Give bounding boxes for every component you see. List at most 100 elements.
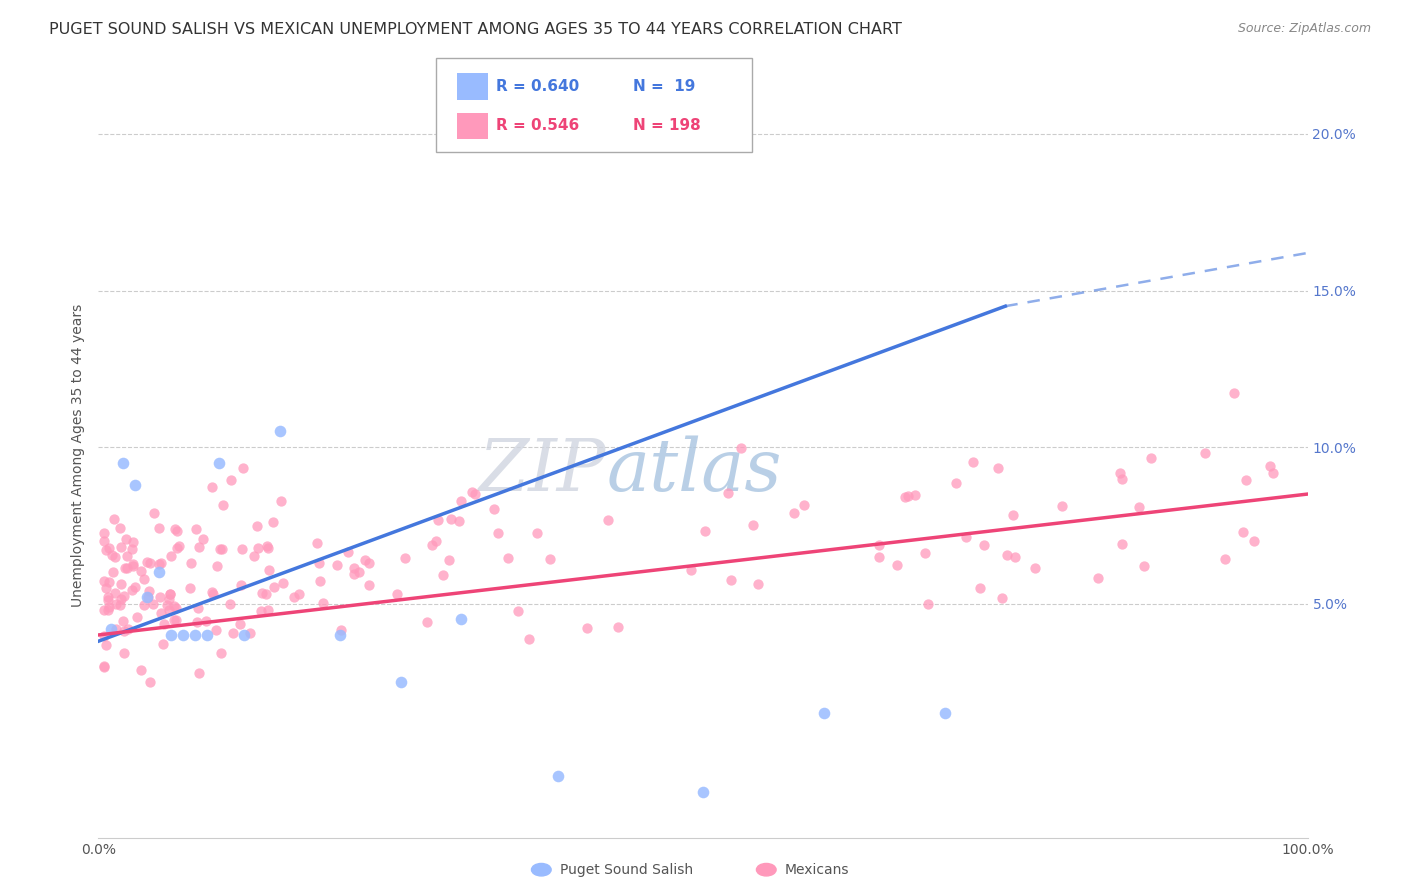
- Point: [257, 541, 280, 555]
- Text: N = 198: N = 198: [633, 119, 700, 134]
- Point: [263, 580, 285, 594]
- Point: [134, 598, 156, 612]
- Point: [337, 544, 360, 558]
- Point: [1111, 537, 1133, 551]
- Point: [868, 538, 890, 552]
- Text: PUGET SOUND SALISH VS MEXICAN UNEMPLOYMENT AMONG AGES 35 TO 44 YEARS CORRELATION: PUGET SOUND SALISH VS MEXICAN UNEMPLOYME…: [49, 22, 903, 37]
- Point: [156, 598, 179, 612]
- Point: [110, 576, 132, 591]
- Point: [257, 562, 280, 576]
- Point: [914, 546, 936, 560]
- Point: [200, 480, 222, 494]
- Point: [969, 581, 991, 595]
- Point: [246, 519, 269, 533]
- Point: [1258, 459, 1281, 474]
- Point: [139, 556, 162, 570]
- Point: [163, 613, 186, 627]
- Point: [163, 522, 186, 536]
- Point: [159, 587, 181, 601]
- Point: [108, 521, 131, 535]
- Point: [159, 549, 181, 563]
- Point: [148, 521, 170, 535]
- Point: [312, 596, 335, 610]
- Point: [195, 628, 218, 642]
- Point: [538, 552, 561, 566]
- Point: [243, 549, 266, 563]
- Point: [166, 541, 188, 555]
- Point: [165, 613, 187, 627]
- Point: [152, 636, 174, 650]
- Point: [172, 628, 194, 642]
- Point: [129, 663, 152, 677]
- Point: [142, 506, 165, 520]
- Point: [526, 526, 548, 541]
- Point: [917, 597, 939, 611]
- Point: [329, 624, 352, 638]
- Point: [98, 574, 121, 589]
- Point: [868, 550, 890, 565]
- Point: [307, 535, 329, 549]
- Point: [437, 552, 460, 566]
- Point: [110, 598, 132, 612]
- Point: [389, 674, 412, 689]
- Point: [110, 540, 132, 554]
- Text: R = 0.546: R = 0.546: [496, 119, 579, 134]
- Point: [288, 587, 311, 601]
- Point: [184, 628, 207, 642]
- Point: [283, 590, 305, 604]
- Point: [232, 628, 254, 642]
- Point: [115, 532, 138, 546]
- Point: [450, 612, 472, 626]
- Point: [247, 541, 270, 555]
- Point: [896, 489, 918, 503]
- Point: [347, 565, 370, 579]
- Text: N =  19: N = 19: [633, 78, 695, 94]
- Point: [187, 600, 209, 615]
- Point: [188, 541, 211, 555]
- Point: [1024, 561, 1046, 575]
- Point: [195, 614, 218, 628]
- Point: [115, 549, 138, 563]
- Point: [607, 619, 630, 633]
- Point: [271, 576, 294, 591]
- Point: [934, 706, 956, 721]
- Point: [447, 514, 470, 528]
- Point: [1243, 533, 1265, 548]
- Point: [894, 490, 917, 504]
- Point: [105, 622, 128, 636]
- Point: [136, 555, 159, 569]
- Point: [110, 592, 132, 607]
- Point: [124, 477, 146, 491]
- Point: [385, 587, 408, 601]
- Point: [159, 587, 181, 601]
- Point: [111, 614, 134, 628]
- Point: [506, 603, 529, 617]
- Text: ZIP: ZIP: [479, 435, 606, 506]
- Point: [205, 558, 228, 573]
- Point: [813, 706, 835, 721]
- Point: [995, 548, 1018, 562]
- Point: [208, 456, 231, 470]
- Point: [575, 621, 598, 635]
- Point: [142, 597, 165, 611]
- Point: [904, 488, 927, 502]
- Point: [96, 581, 118, 595]
- Point: [394, 550, 416, 565]
- Point: [440, 512, 463, 526]
- Point: [232, 461, 254, 475]
- Point: [157, 603, 180, 617]
- Point: [1222, 386, 1244, 401]
- Point: [991, 591, 1014, 606]
- Point: [359, 577, 381, 591]
- Point: [343, 566, 366, 581]
- Point: [98, 541, 121, 555]
- Point: [153, 616, 176, 631]
- Point: [209, 647, 232, 661]
- Point: [720, 574, 742, 588]
- Point: [886, 558, 908, 573]
- Point: [270, 494, 292, 508]
- Point: [94, 543, 117, 558]
- Point: [747, 576, 769, 591]
- Point: [122, 557, 145, 571]
- Point: [343, 561, 366, 575]
